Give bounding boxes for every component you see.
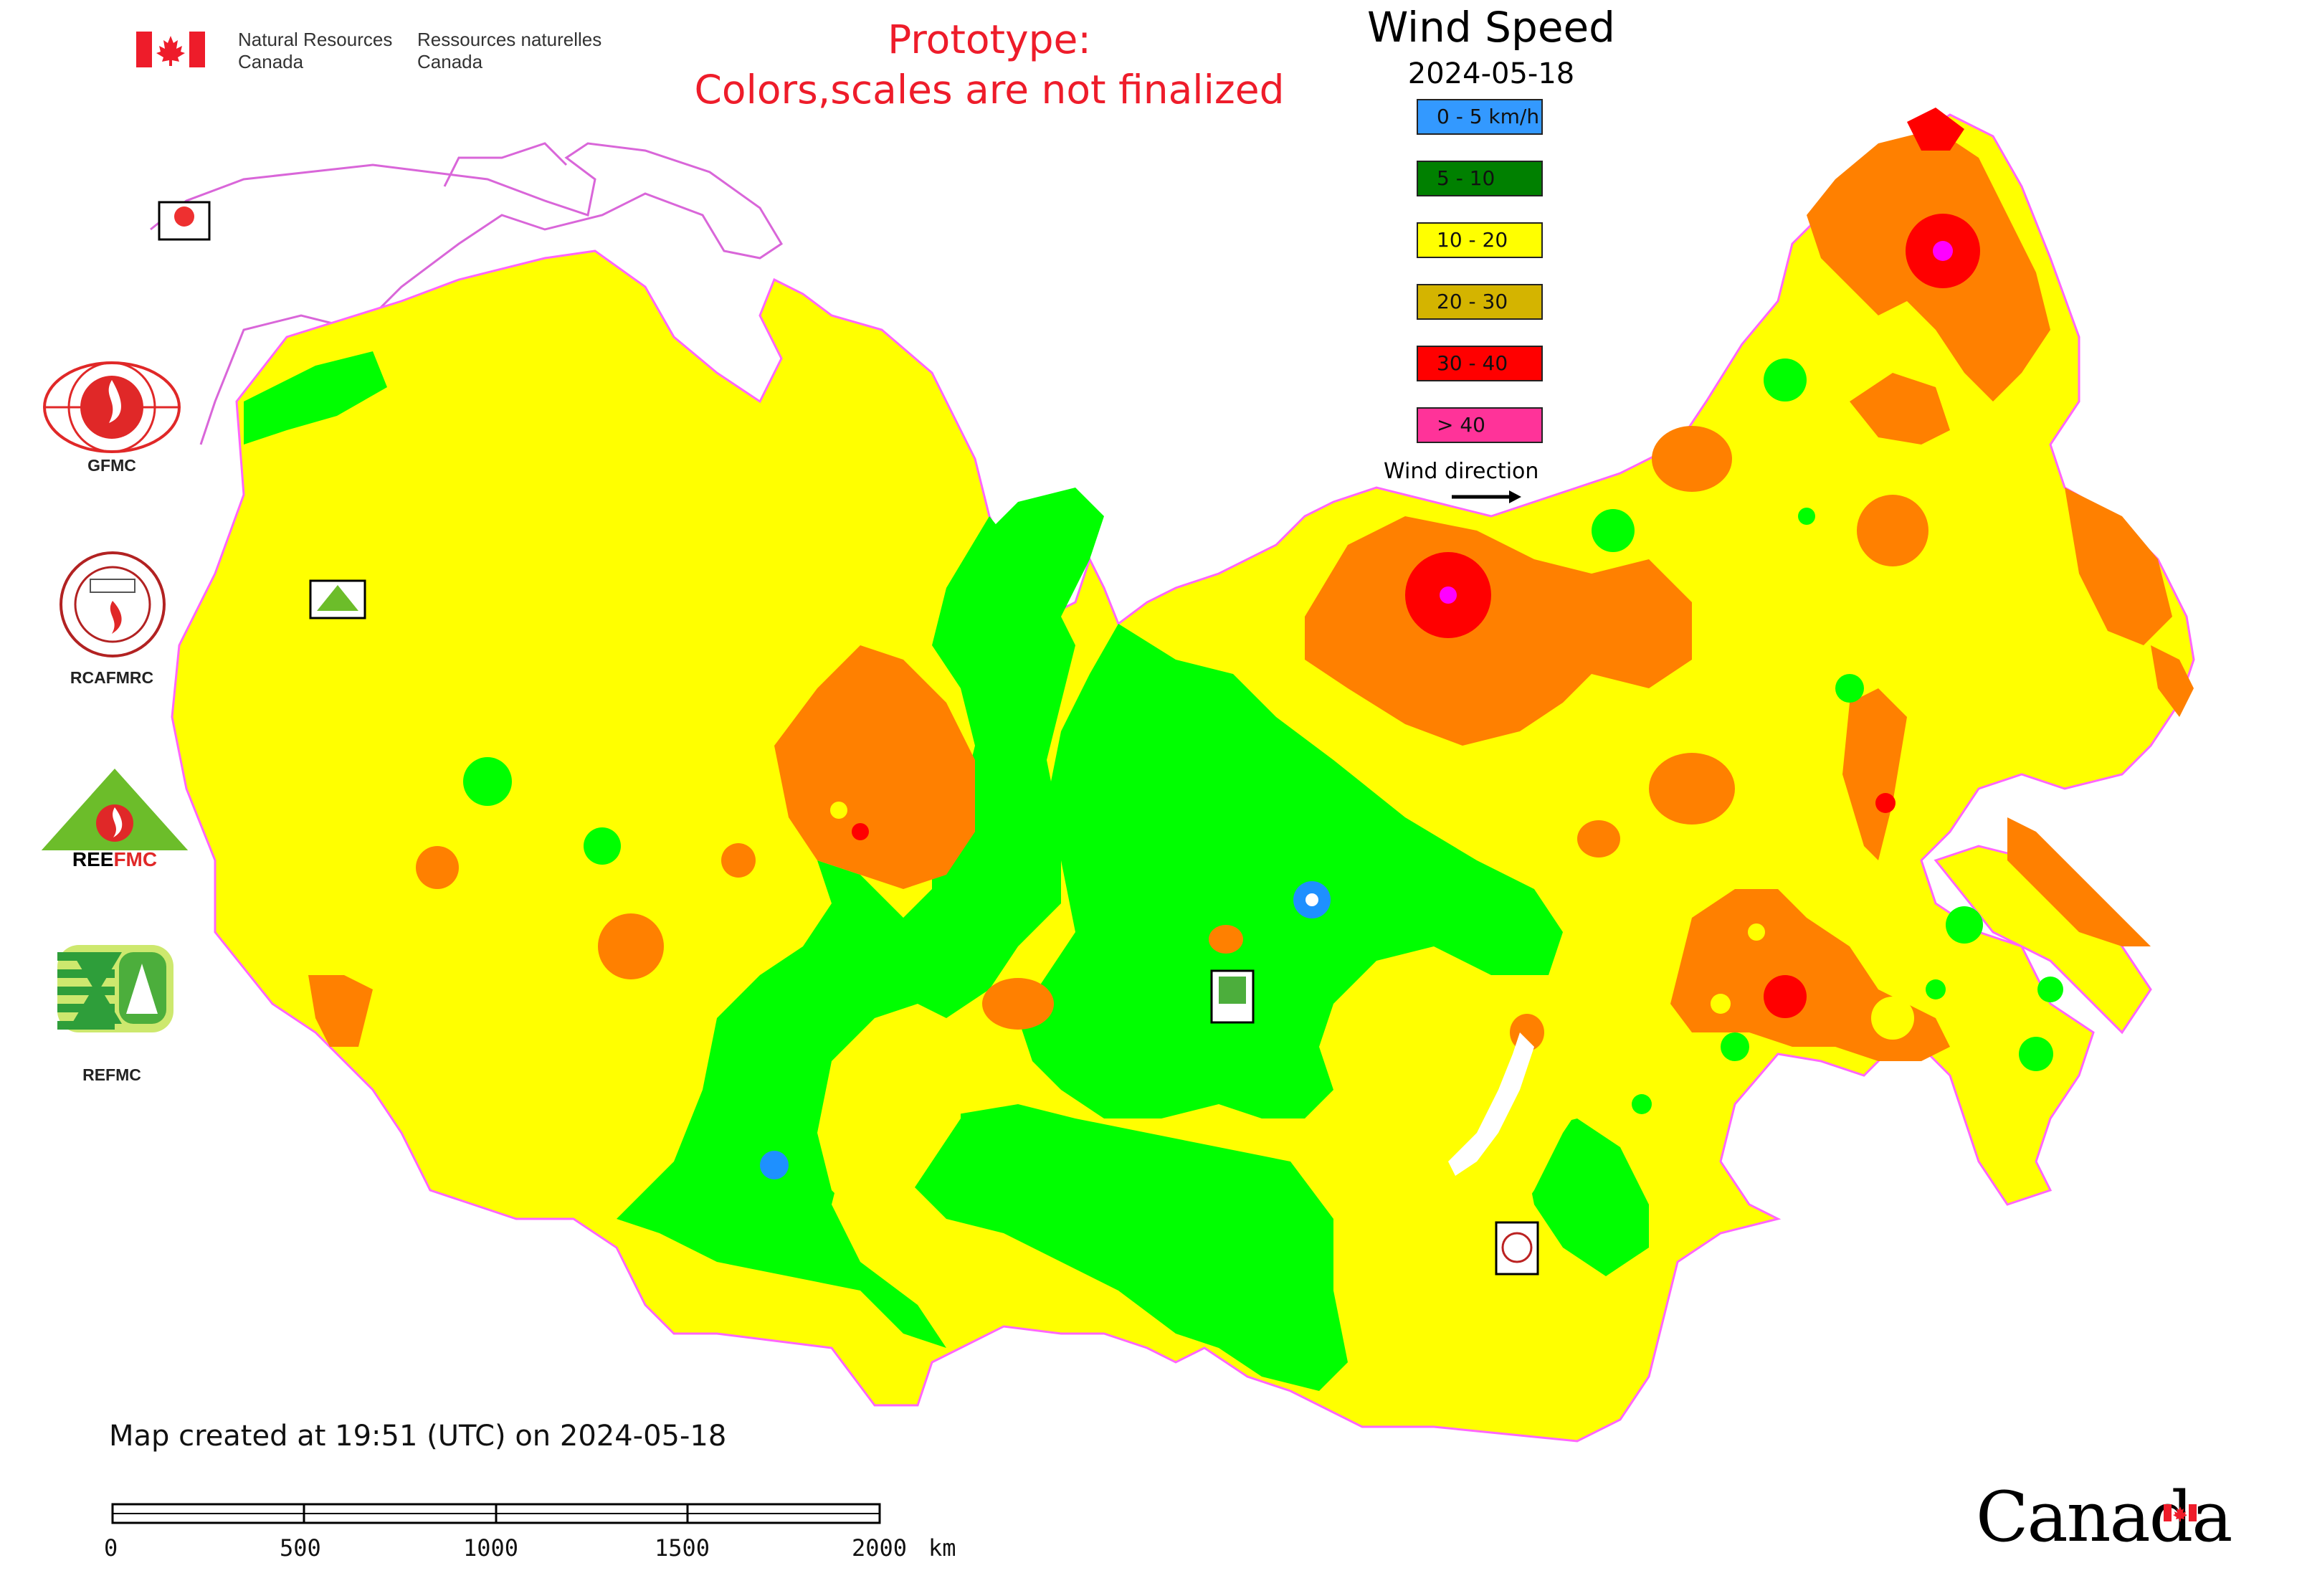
region-orange-west2	[416, 846, 459, 889]
region-yellow-dot-4	[1871, 997, 1914, 1040]
region-green-dot-11	[1798, 508, 1815, 525]
region-blue-siberia-center	[1305, 893, 1318, 906]
region-green-dot-3	[1764, 358, 1807, 402]
org-name-en: Natural Resources Canada	[238, 29, 392, 73]
region-green-dot-6	[1946, 906, 1983, 944]
region-green-dot-2	[584, 827, 621, 865]
rcafmrc-logo-icon	[60, 551, 166, 657]
legend-item-10-20: 10 - 20	[1417, 222, 1543, 258]
region-green-dot-10	[1632, 1094, 1652, 1114]
region-green-northwest	[244, 351, 387, 445]
region-green-dot-5	[1835, 674, 1864, 703]
region-red-west	[852, 823, 869, 840]
map-marker-rcafmrc-icon	[1501, 1232, 1533, 1263]
region-yellow-inner	[817, 1004, 961, 1219]
legend-item-5-10: 5 - 10	[1417, 161, 1543, 196]
region-green-baikal	[1520, 1118, 1649, 1276]
scandinavia-outline	[150, 142, 784, 445]
refmc-logo-icon	[57, 945, 173, 1032]
region-orange-centre	[1857, 495, 1928, 566]
map-marker-reefmc-icon	[317, 585, 358, 611]
region-orange-crimea	[308, 975, 373, 1047]
legend-item-20-30: 20 - 30	[1417, 284, 1543, 320]
region-green-dot-1	[463, 757, 512, 806]
scale-tick-500: 500	[280, 1534, 321, 1562]
region-orange-west-siberia	[774, 645, 975, 889]
org-name-fr: Ressources naturelles Canada	[417, 29, 601, 73]
partner-label-rcafmrc: RCAFMRC	[70, 668, 154, 687]
legend-item-30-40: 30 - 40	[1417, 346, 1543, 381]
legend-item-0-5: 0 - 5 km/h	[1417, 99, 1543, 135]
region-orange-west1	[598, 913, 664, 979]
region-green-yamal	[989, 488, 1104, 645]
prototype-notice-line2: Colors,scales are not finalized	[694, 67, 1285, 113]
scale-tick-1000: 1000	[463, 1534, 519, 1562]
partner-label-refmc: REFMC	[82, 1065, 141, 1084]
map-marker-gfmc-icon	[174, 206, 194, 227]
region-yellow-dot-2	[1748, 923, 1765, 941]
region-yellow-dot-3	[1711, 994, 1731, 1014]
map-created-timestamp: Map created at 19:51 (UTC) on 2024-05-18	[109, 1420, 727, 1453]
region-orange-mid1	[982, 978, 1054, 1030]
scale-bar	[111, 1503, 881, 1524]
region-orange-west3	[721, 843, 756, 878]
org-name-en-line1: Natural Resources	[238, 29, 393, 50]
canada-wordmark-flag-icon	[2164, 1504, 2197, 1521]
reefmc-logo-icon: REEFMC	[37, 769, 192, 869]
region-green-dot-12	[2037, 977, 2063, 1002]
map-date: 2024-05-18	[1407, 57, 1575, 90]
region-magenta-chukotka	[1933, 241, 1953, 261]
scale-tick-1500: 1500	[655, 1534, 710, 1562]
wind-direction-arrow-icon	[1452, 490, 1521, 503]
region-blue-kazakhstan	[760, 1151, 789, 1179]
partner-label-gfmc: GFMC	[87, 456, 136, 475]
region-orange-mid2	[1209, 925, 1243, 954]
region-orange-taymyr	[1305, 516, 1692, 746]
region-red-amur	[1764, 975, 1807, 1018]
org-name-en-line2: Canada	[238, 51, 304, 72]
region-green-dot-4	[1592, 509, 1635, 552]
region-red-okhotsk	[1875, 793, 1896, 813]
region-orange-mid3	[1577, 820, 1620, 858]
lake-baikal	[1448, 1032, 1534, 1176]
map-title: Wind Speed	[1366, 3, 1616, 52]
prototype-notice-line1: Prototype:	[888, 16, 1091, 62]
region-magenta-taymyr	[1440, 586, 1457, 604]
region-green-south	[903, 1104, 1348, 1391]
region-green-dot-7	[2019, 1037, 2053, 1071]
region-orange-magadan	[2065, 488, 2172, 645]
scale-tick-0: 0	[104, 1534, 118, 1562]
prototype-notice: Prototype: Colors,scales are not finaliz…	[645, 14, 1333, 115]
org-name-fr-line2: Canada	[417, 51, 483, 72]
gfmc-logo-icon	[43, 361, 181, 453]
region-orange-north-east	[1850, 373, 1950, 445]
wind-direction-label: Wind direction	[1384, 459, 1539, 484]
region-orange-okhotsk	[1842, 688, 1907, 860]
map-marker-refmc-icon	[1219, 977, 1246, 1004]
region-green-dot-13	[1721, 1032, 1749, 1061]
scale-tick-2000: 2000	[852, 1534, 908, 1562]
scale-unit: km	[928, 1534, 956, 1562]
region-orange-ne-blob	[1652, 426, 1732, 492]
scandinavia-coast	[443, 142, 568, 187]
region-orange-yakutia	[1649, 753, 1735, 825]
region-orange-kamchatka	[2151, 645, 2194, 717]
reefmc-wordmark: REEFMC	[72, 848, 157, 869]
region-green-central	[617, 516, 1075, 1348]
region-green-dot-8	[1926, 979, 1946, 999]
region-orange-sakhalin	[2007, 817, 2151, 946]
canada-flag-icon	[136, 32, 205, 67]
region-green-dot-9	[1121, 1014, 1144, 1037]
region-red-cape	[1907, 108, 1964, 151]
legend-item-over-40: > 40	[1417, 407, 1543, 443]
region-yellow-dot-1	[830, 802, 847, 819]
org-name-fr-line1: Ressources naturelles	[417, 29, 602, 50]
region-green-siberia	[1018, 624, 1563, 1118]
